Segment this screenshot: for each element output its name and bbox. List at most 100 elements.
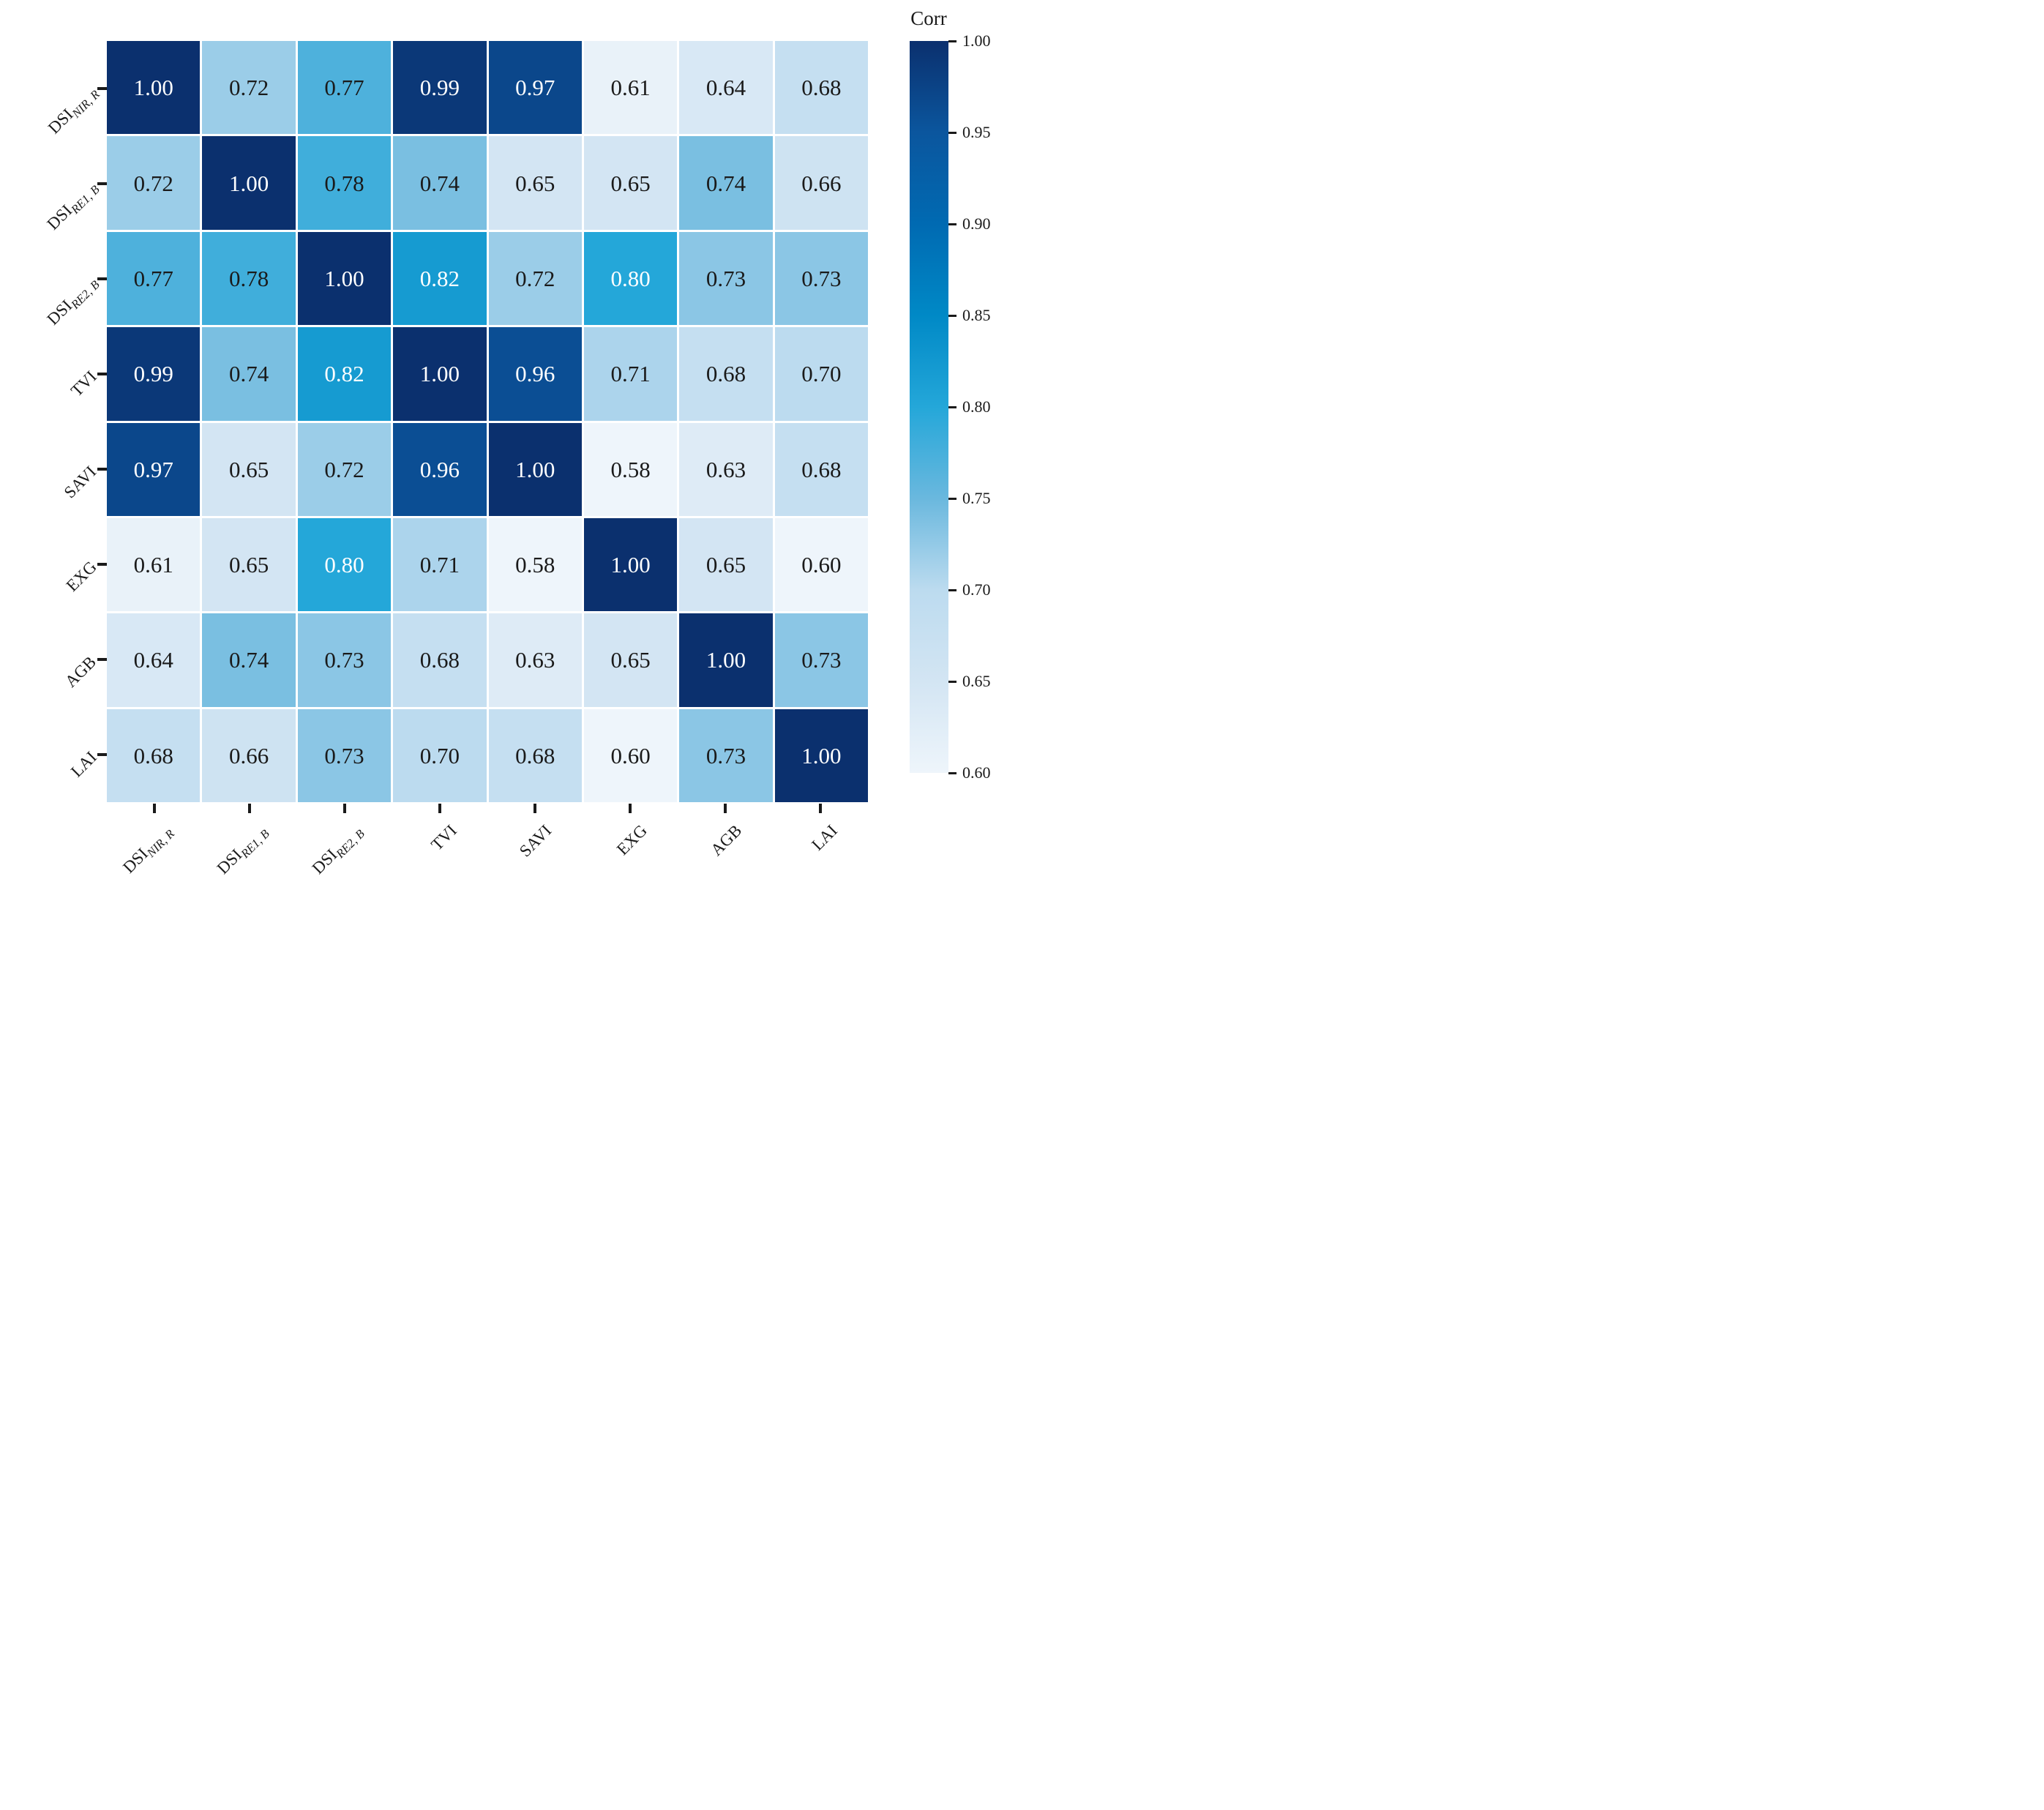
heatmap-cell: 0.65 [679, 517, 773, 612]
axis-tick-label: LAI [67, 747, 100, 781]
heatmap-cell: 0.73 [774, 613, 868, 707]
y-axis-tick [97, 373, 107, 375]
heatmap-cell: 0.72 [107, 136, 201, 230]
heatmap-cell: 0.77 [297, 41, 392, 135]
heatmap-cell: 0.65 [202, 422, 296, 516]
colorbar-tick-label: 0.85 [962, 306, 991, 324]
y-axis-tick [97, 87, 107, 90]
heatmap-cell: 0.73 [774, 231, 868, 326]
axis-tick-label: LAI [807, 821, 841, 854]
axis-tick-label: SAVI [516, 821, 555, 861]
heatmap-cell: 0.77 [107, 231, 201, 326]
heatmap-cell: 0.97 [107, 422, 201, 516]
heatmap-cell: 0.72 [202, 41, 296, 135]
heatmap-cell: 1.00 [202, 136, 296, 230]
colorbar-tick [948, 680, 957, 683]
heatmap-cell: 0.72 [488, 231, 582, 326]
heatmap-cell: 0.73 [679, 231, 773, 326]
heatmap-cell: 1.00 [393, 327, 487, 421]
heatmap-cell: 0.78 [202, 231, 296, 326]
heatmap-cell: 0.60 [583, 708, 678, 802]
heatmap-cell: 0.68 [107, 708, 201, 802]
heatmap-cell: 0.73 [297, 613, 392, 707]
heatmap-cell: 0.63 [488, 613, 582, 707]
heatmap-cell: 0.58 [488, 517, 582, 612]
x-axis-tick [153, 804, 156, 813]
heatmap-cell: 0.68 [679, 327, 773, 421]
heatmap-cell: 0.64 [107, 613, 201, 707]
axis-tick-label: EXG [62, 557, 100, 595]
y-axis-tick [97, 563, 107, 566]
heatmap-cell: 0.71 [393, 517, 487, 612]
heatmap-cell: 0.78 [297, 136, 392, 230]
colorbar-tick-label: 0.80 [962, 397, 991, 416]
x-axis-tick [534, 804, 536, 813]
heatmap-cell: 0.64 [679, 41, 773, 135]
axis-tick-label: DSIRE1, B [213, 826, 272, 878]
axis-tick-label: DSINIR, R [119, 826, 177, 877]
y-axis-tick [97, 277, 107, 280]
correlation-heatmap-figure: 1.00 0.72 0.77 0.99 0.97 0.61 0.64 0.68 0.72 1.00… [0, 0, 1022, 905]
colorbar-tick [948, 222, 957, 225]
heatmap-cell: 0.58 [583, 422, 678, 516]
axis-tick-label: AGB [61, 652, 100, 691]
heatmap-cell: 1.00 [774, 708, 868, 802]
colorbar-tick [948, 771, 957, 774]
colorbar-tick-label: 0.70 [962, 580, 991, 599]
colorbar-tick-label: 0.90 [962, 214, 991, 233]
heatmap-cell: 0.74 [202, 327, 296, 421]
heatmap-cell: 0.99 [107, 327, 201, 421]
colorbar-title: Corr [910, 7, 947, 29]
x-axis-tick [819, 804, 822, 813]
x-axis-tick [343, 804, 346, 813]
heatmap-cell: 0.73 [297, 708, 392, 802]
heatmap-cell: 0.99 [393, 41, 487, 135]
colorbar-tick [948, 314, 957, 317]
y-axis-tick [97, 182, 107, 185]
heatmap-cell: 0.74 [393, 136, 487, 230]
heatmap-cell: 0.97 [488, 41, 582, 135]
heatmap-cell: 0.80 [583, 231, 678, 326]
heatmap-cell: 0.68 [774, 422, 868, 516]
heatmap-cell: 1.00 [488, 422, 582, 516]
axis-tick-label: SAVI [60, 462, 100, 502]
colorbar-tick-label: 0.95 [962, 123, 991, 141]
colorbar-tick [948, 497, 957, 500]
heatmap-cell: 0.96 [488, 327, 582, 421]
heatmap-cell: 0.65 [488, 136, 582, 230]
colorbar-tick [948, 40, 957, 42]
heatmap-cell: 0.70 [774, 327, 868, 421]
heatmap-cell: 1.00 [583, 517, 678, 612]
heatmap-cell: 0.61 [107, 517, 201, 612]
axis-tick-label: TVI [67, 367, 100, 400]
heatmap-cell: 0.71 [583, 327, 678, 421]
heatmap-cell: 0.80 [297, 517, 392, 612]
heatmap-cell: 0.63 [679, 422, 773, 516]
heatmap-cell: 0.65 [202, 517, 296, 612]
axis-tick-label: DSIRE2, B [308, 826, 367, 878]
x-axis-tick [724, 804, 727, 813]
heatmap-cell: 0.68 [393, 613, 487, 707]
axis-tick-label: DSIRE1, B [43, 182, 102, 233]
heatmap-cell: 0.74 [202, 613, 296, 707]
heatmap-cell: 0.74 [679, 136, 773, 230]
axis-tick-label: AGB [707, 821, 746, 860]
heatmap-cell: 1.00 [679, 613, 773, 707]
heatmap-cell: 0.72 [297, 422, 392, 516]
axis-tick-label: DSIRE2, B [43, 277, 102, 329]
heatmap-cell: 0.70 [393, 708, 487, 802]
colorbar-tick [948, 405, 957, 408]
heatmap-grid: 1.00 0.72 0.77 0.99 0.97 0.61 0.64 0.68 0.72 1.00… [107, 41, 868, 802]
y-axis-tick [97, 658, 107, 661]
heatmap-cell: 0.82 [297, 327, 392, 421]
x-axis-tick [248, 804, 251, 813]
y-axis-tick [97, 468, 107, 471]
heatmap-cell: 0.96 [393, 422, 487, 516]
colorbar-tick-label: 1.00 [962, 31, 991, 50]
colorbar-tick [948, 588, 957, 591]
heatmap-cell: 1.00 [297, 231, 392, 326]
heatmap-cell: 0.66 [774, 136, 868, 230]
y-axis-tick [97, 753, 107, 756]
heatmap-cell: 0.60 [774, 517, 868, 612]
axis-tick-label: DSINIR, R [44, 87, 102, 138]
